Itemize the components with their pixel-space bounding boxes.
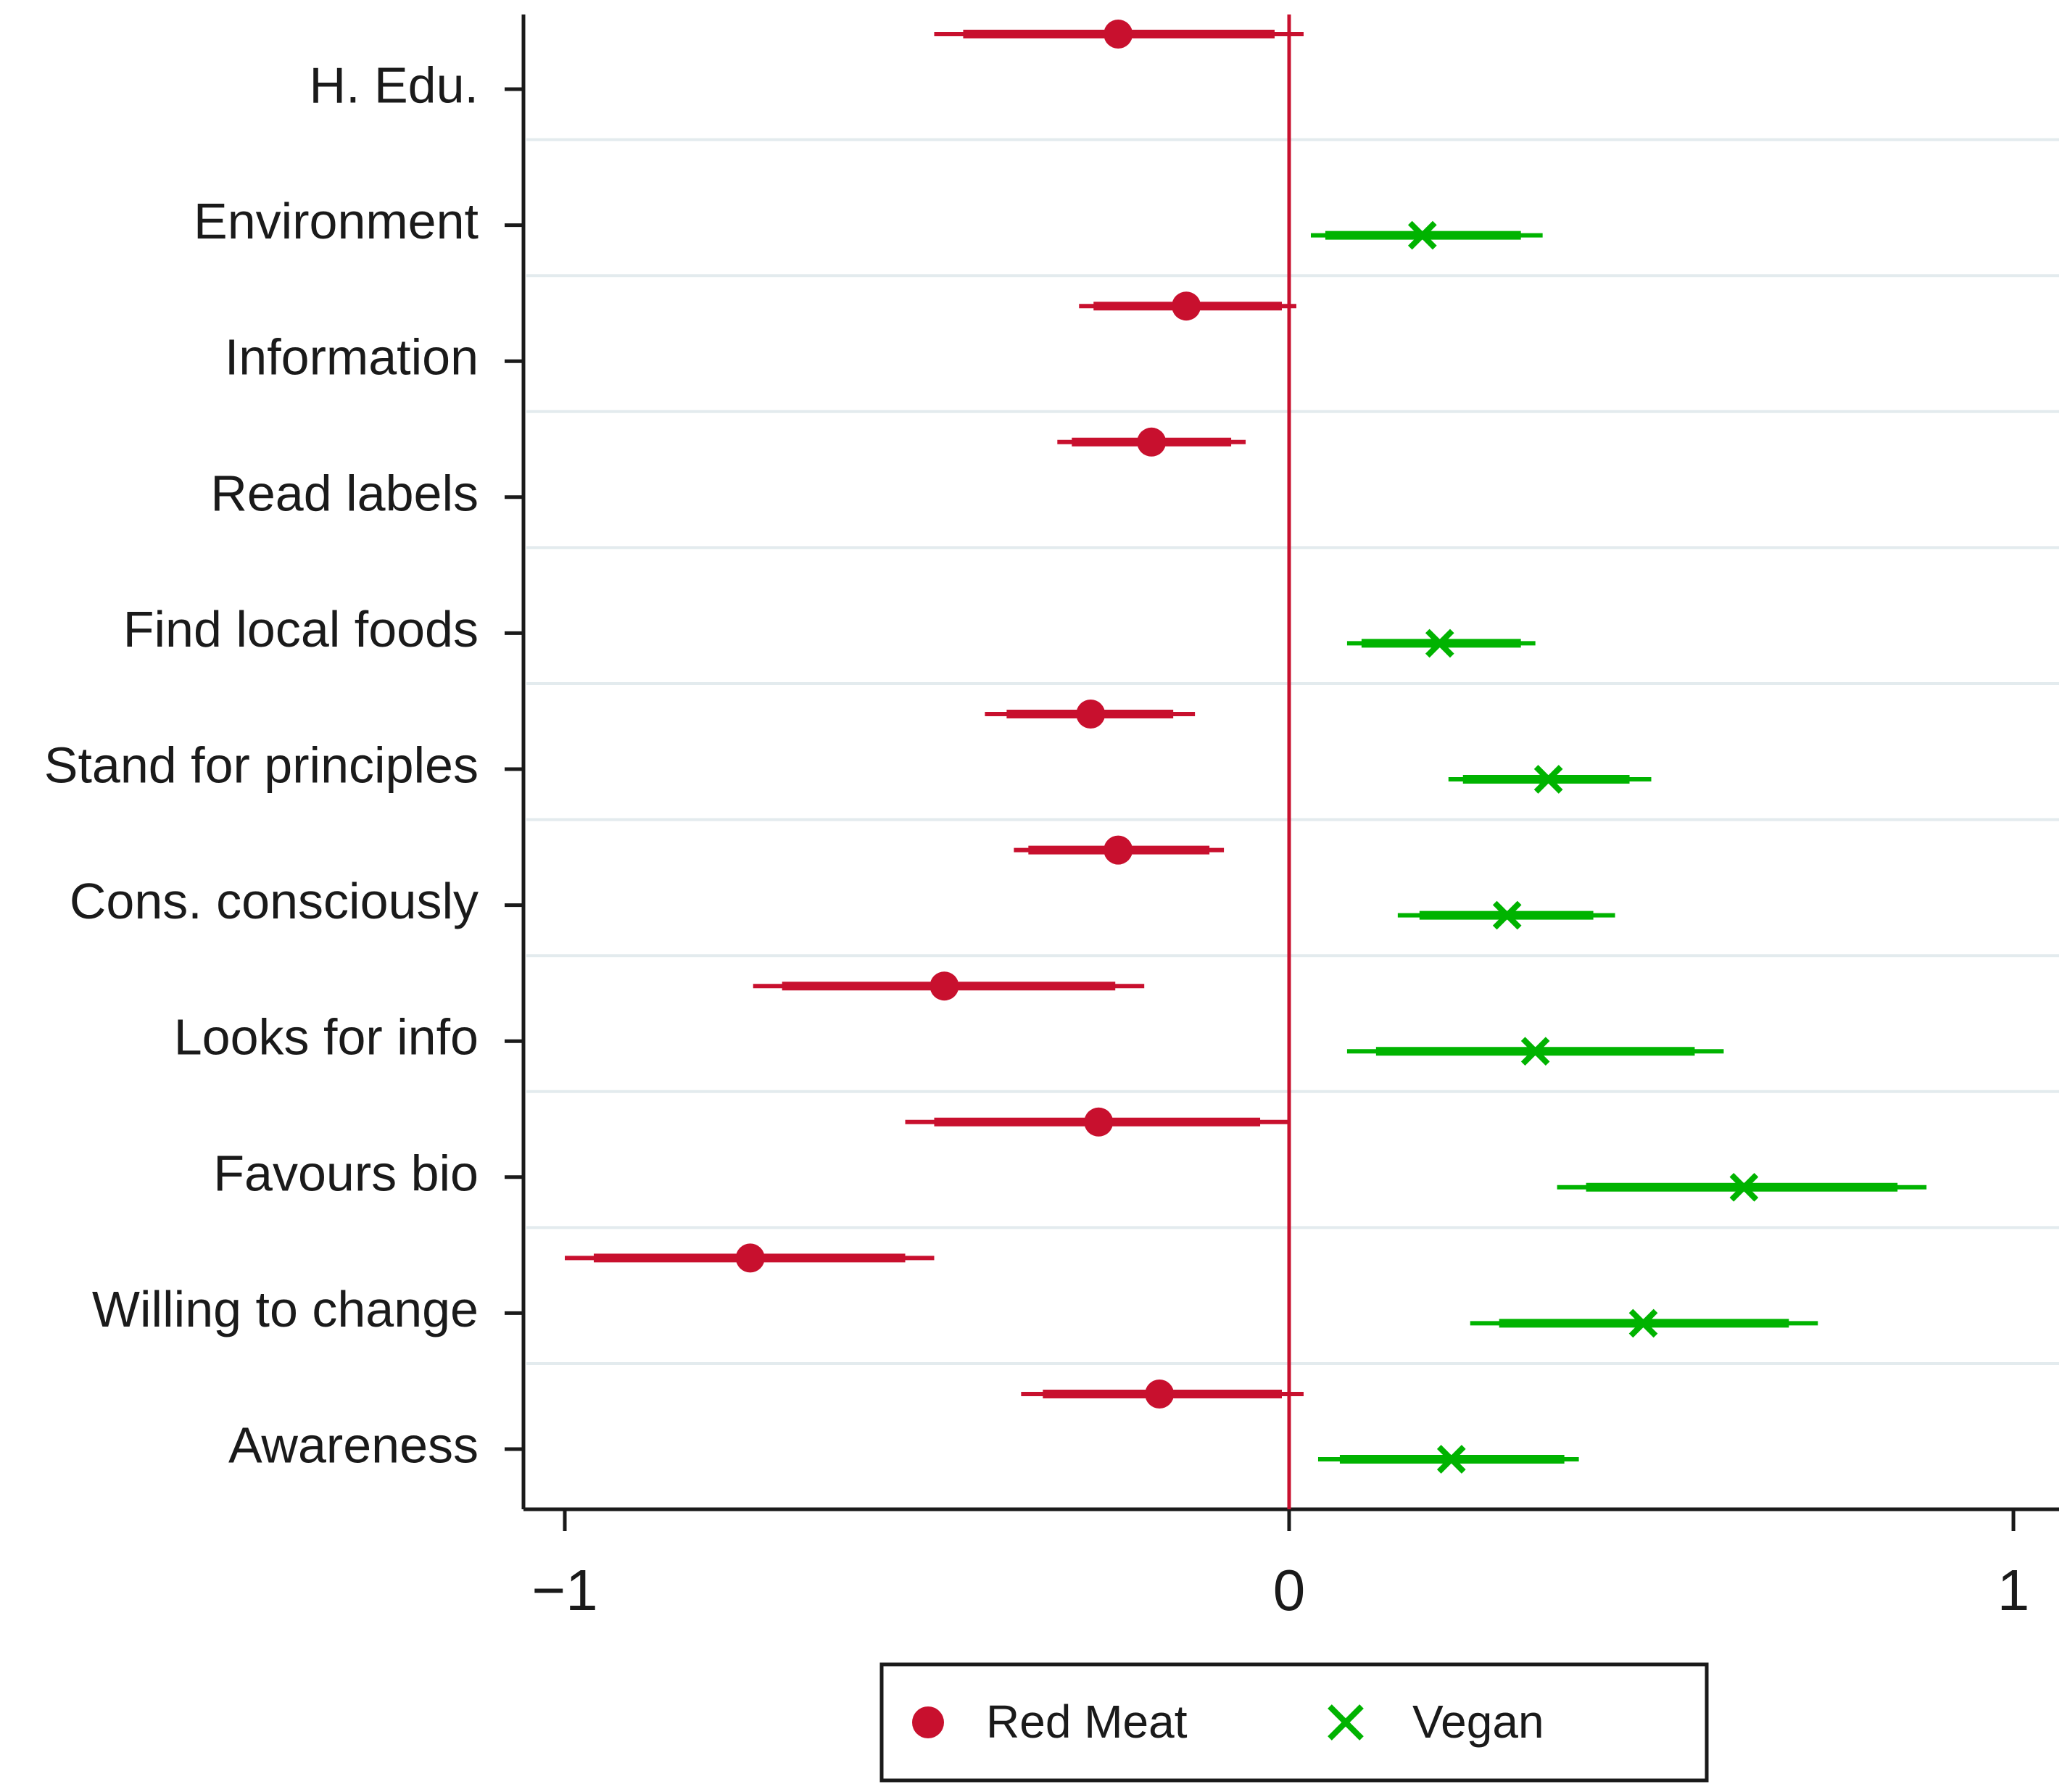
axes: H. Edu. Environment Information Read labels… [44, 14, 2059, 1622]
gridlines [526, 138, 2059, 1365]
legend-marker-vegan [1328, 1704, 1364, 1741]
point-red-meat-information [1079, 291, 1296, 321]
point-vegan-awareness [1317, 1445, 1579, 1474]
point-red-meat-looks-for-info [753, 971, 1145, 1001]
point-red-meat-stand-for-principles [985, 700, 1196, 729]
point-red-meat-favours-bio [905, 1107, 1289, 1137]
legend-label-red-meat: Red Meat [986, 1696, 1188, 1748]
marker-circle [1104, 835, 1133, 865]
y-tick-label-h-edu: H. Edu. [310, 57, 479, 113]
y-tick-label-information: Information [225, 329, 479, 386]
series [565, 20, 1927, 1474]
series-vegan [1310, 220, 1927, 1474]
point-vegan-stand-for-principles [1448, 765, 1652, 794]
marker-x [1729, 1172, 1759, 1202]
x-tick-label: −1 [531, 1558, 597, 1622]
y-tick-label-awareness: Awareness [228, 1416, 479, 1473]
marker-x [1492, 900, 1522, 930]
y-tick-label-find-local-foods: Find local foods [123, 601, 479, 658]
marker-x [1436, 1445, 1466, 1474]
point-vegan-favours-bio [1557, 1172, 1927, 1202]
marker-circle [1076, 700, 1106, 729]
x-tick-label: 1 [1997, 1558, 2030, 1622]
point-vegan-find-local-foods [1346, 629, 1536, 658]
marker-circle [1145, 1380, 1175, 1409]
y-tick-label-cons-consciously: Cons. consciously [70, 873, 479, 929]
y-tick-label-read-labels: Read labels [210, 465, 479, 521]
marker-circle [1104, 20, 1133, 49]
marker-x [1520, 1037, 1550, 1066]
series-red-meat [565, 20, 1304, 1409]
point-red-meat-awareness [1021, 1380, 1304, 1409]
marker-circle [735, 1243, 765, 1273]
marker-circle [929, 971, 959, 1001]
legend-x-shape [1328, 1704, 1364, 1741]
legend-box [879, 1662, 1709, 1783]
marker-circle [1172, 291, 1201, 321]
point-red-meat-willing-to-change [565, 1243, 935, 1273]
point-vegan-cons-consciously [1397, 900, 1615, 930]
y-tick-label-stand-for-principles: Stand for principles [44, 737, 479, 793]
x-tick-label: 0 [1273, 1558, 1306, 1622]
marker-x [1628, 1308, 1658, 1338]
point-red-meat-h-edu [934, 20, 1304, 49]
marker-x [1425, 629, 1454, 658]
legend-label-vegan: Vegan [1412, 1696, 1544, 1748]
marker-x [1533, 765, 1563, 794]
marker-circle [1137, 427, 1167, 457]
point-vegan-environment [1310, 220, 1543, 250]
point-red-meat-cons-consciously [1014, 835, 1225, 865]
point-vegan-willing-to-change [1470, 1308, 1818, 1338]
y-tick-label-environment: Environment [194, 193, 479, 249]
legend-marker-red-meat [912, 1706, 944, 1738]
marker-x [1407, 220, 1437, 250]
point-red-meat-read-labels [1057, 427, 1246, 457]
point-vegan-looks-for-info [1346, 1037, 1724, 1066]
y-tick-label-willing-to-change: Willing to change [92, 1281, 479, 1337]
legend: Red Meat Vegan [879, 1662, 1709, 1783]
marker-circle [1084, 1107, 1114, 1137]
y-tick-label-looks-for-info: Looks for info [174, 1009, 479, 1066]
y-tick-label-favours-bio: Favours bio [213, 1145, 479, 1201]
